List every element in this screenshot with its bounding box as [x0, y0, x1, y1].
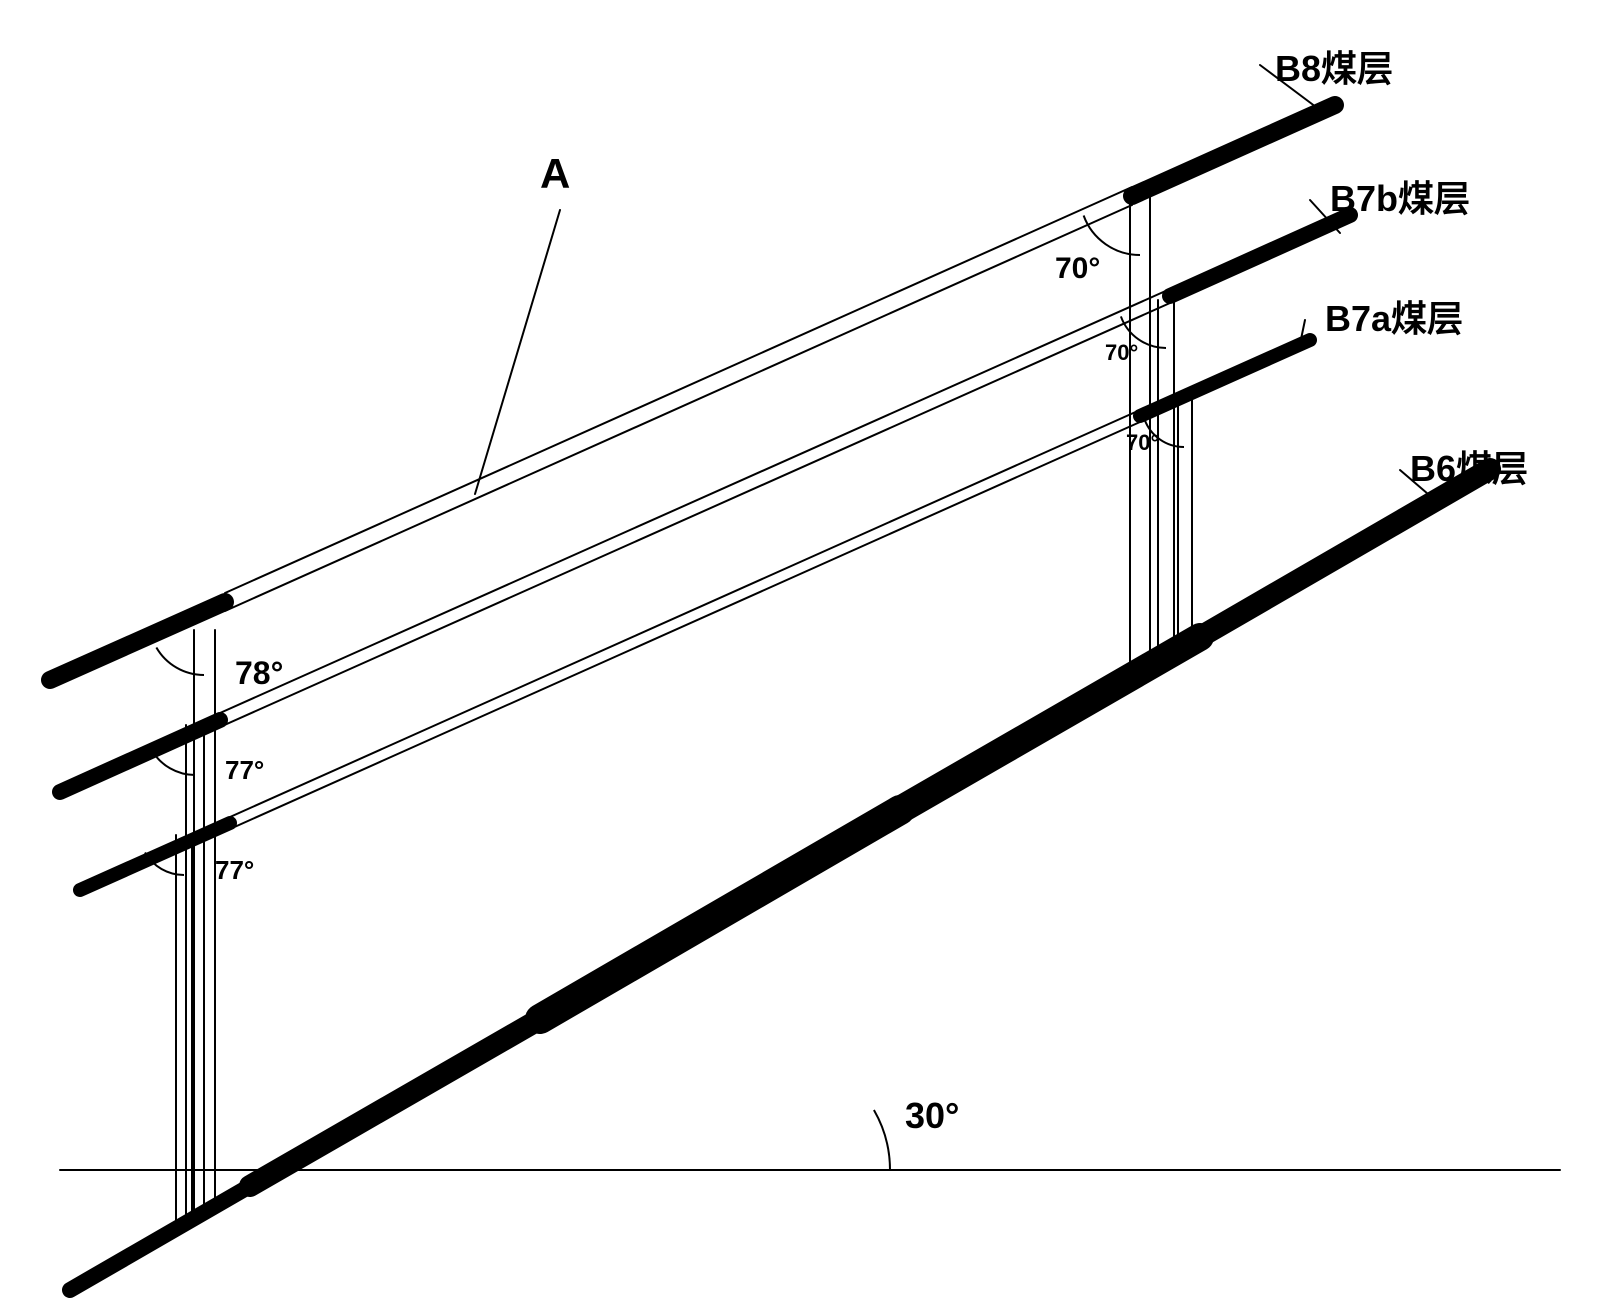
angle-baseline: 30°: [905, 1095, 959, 1137]
angle-right-mid: 70°: [1105, 340, 1138, 366]
angle-left-bot: 77°: [215, 855, 254, 886]
label-b7a: B7a煤层: [1325, 290, 1463, 342]
label-b6: B6煤层: [1410, 440, 1528, 492]
angle-right-top: 70°: [1055, 252, 1100, 286]
label-b8: B8煤层: [1275, 40, 1393, 92]
angle-left-mid: 77°: [225, 755, 264, 786]
marker-a: A: [540, 150, 570, 198]
label-b7b: B7b煤层: [1330, 170, 1470, 222]
angle-right-bot: 70°: [1126, 430, 1159, 456]
angle-left-top: 78°: [235, 655, 283, 692]
